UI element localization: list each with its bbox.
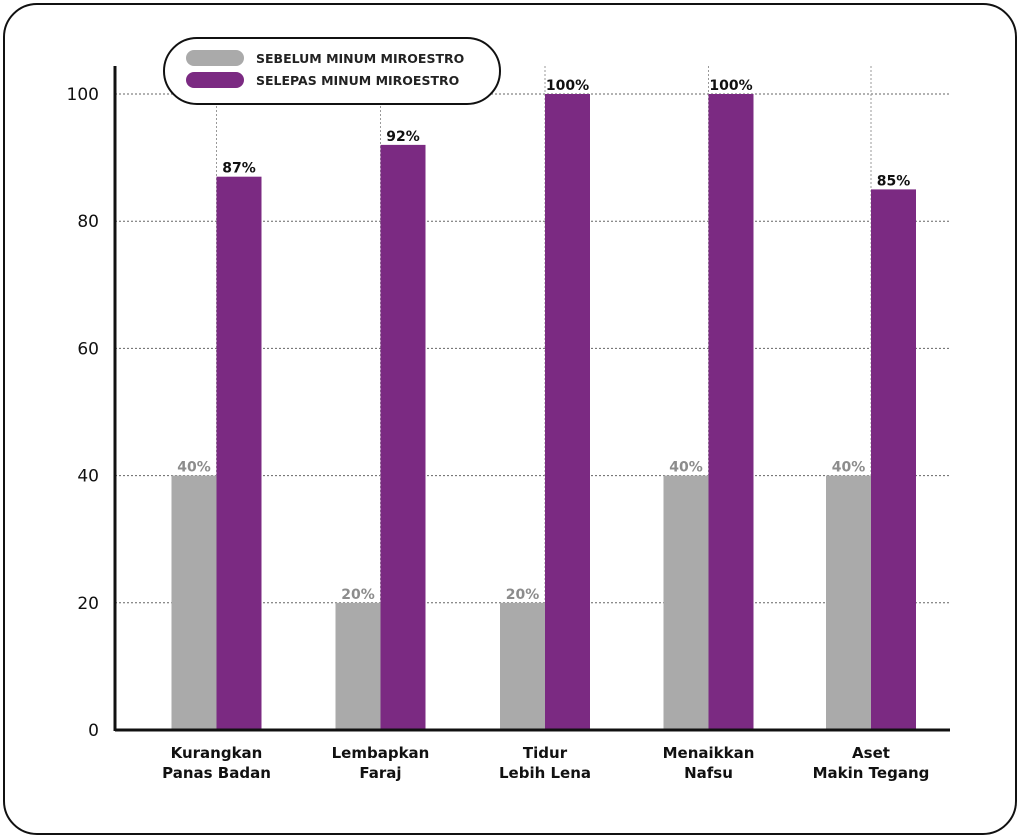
legend-label: SEBELUM MINUM MIROESTRO (256, 51, 464, 66)
y-tick-label: 60 (77, 339, 99, 359)
data-label: 20% (341, 587, 375, 603)
x-category-label: Tidur (523, 744, 568, 762)
bar-sebelum-1 (335, 602, 381, 730)
y-tick-label: 0 (88, 721, 99, 741)
bar-sebelum-0 (171, 475, 217, 730)
x-category-label: Faraj (359, 764, 401, 782)
y-tick-label: 20 (77, 594, 99, 614)
x-category-label: Aset (852, 744, 890, 762)
x-category-label: Lebih Lena (499, 764, 591, 782)
bar-selepas-4 (871, 189, 916, 730)
y-tick-label: 80 (77, 212, 99, 232)
bar-sebelum-2 (500, 602, 545, 730)
x-category-label: Menaikkan (663, 744, 755, 762)
x-category-label: Panas Badan (162, 764, 271, 782)
bar-sebelum-4 (826, 475, 871, 730)
data-label: 40% (177, 460, 211, 476)
bar-selepas-0 (216, 176, 262, 730)
legend-box (163, 37, 501, 105)
legend-label: SELEPAS MINUM MIROESTRO (256, 73, 459, 88)
data-label: 92% (386, 129, 420, 145)
data-label: 85% (877, 173, 911, 189)
bar-selepas-1 (380, 144, 426, 730)
data-label: 40% (832, 460, 866, 476)
x-category-label: Makin Tegang (813, 764, 930, 782)
data-label: 87% (222, 161, 256, 177)
y-tick-label: 40 (77, 467, 99, 487)
bar-sebelum-3 (663, 475, 709, 730)
x-category-label: Lembapkan (332, 744, 430, 762)
legend-swatch (186, 72, 244, 88)
data-label: 100% (546, 78, 589, 94)
y-tick-label: 100 (67, 85, 99, 105)
data-label: 40% (669, 460, 703, 476)
bar-selepas-3 (708, 94, 754, 730)
data-label: 100% (709, 78, 752, 94)
x-category-label: Nafsu (684, 764, 733, 782)
bar-selepas-2 (545, 94, 590, 730)
data-label: 20% (506, 587, 540, 603)
legend-swatch (186, 50, 244, 66)
x-category-label: Kurangkan (171, 744, 263, 762)
